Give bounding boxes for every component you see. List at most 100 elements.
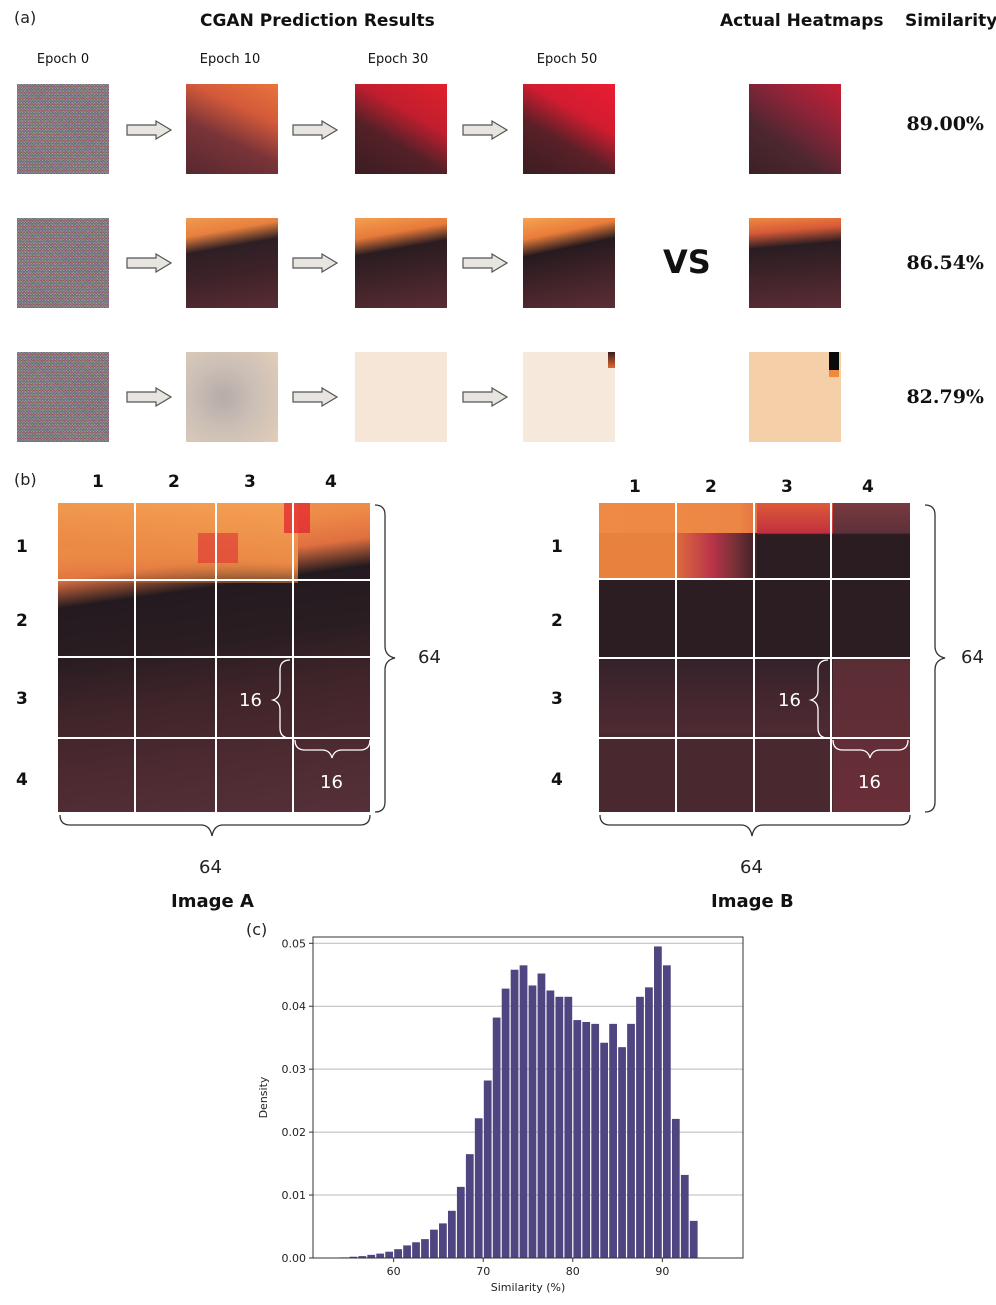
prediction-heatmap-r3-e10 — [186, 352, 278, 442]
histogram-bar — [654, 946, 662, 1258]
histogram-bar — [627, 1023, 635, 1258]
actual-heatmap-row2 — [749, 218, 841, 308]
histogram-bar — [600, 1042, 609, 1258]
histogram-bar — [645, 987, 653, 1258]
image-b-brackets — [808, 504, 946, 813]
histogram-bar — [376, 1253, 385, 1258]
histogram-bar — [680, 1174, 689, 1258]
image-a-bottom-bracket — [59, 814, 371, 837]
histogram-bar — [483, 1080, 492, 1258]
col-label-b-4: 4 — [862, 477, 874, 497]
arrow-icon — [292, 120, 338, 140]
col-label-b-1: 1 — [629, 477, 641, 497]
histogram-bar — [671, 1118, 680, 1258]
image-a-height-label: 64 — [418, 647, 441, 668]
row-label-a-2: 2 — [16, 611, 28, 631]
x-tick-label: 60 — [387, 1265, 401, 1278]
histogram-bar — [564, 996, 573, 1258]
panel-c-label: (c) — [246, 920, 268, 939]
image-a-caption: Image A — [171, 891, 254, 912]
y-tick-label: 0.03 — [282, 1063, 307, 1076]
epoch-label-0: Epoch 0 — [36, 52, 90, 67]
prediction-heatmap-r2-e10 — [186, 218, 278, 308]
histogram-bar — [447, 1210, 456, 1258]
histogram-bar — [555, 996, 564, 1258]
actual-heatmap-row3 — [749, 352, 841, 442]
histogram-bar — [689, 1220, 698, 1258]
image-b-bottom-bracket — [599, 814, 911, 837]
noise-heatmap-row1 — [17, 84, 109, 174]
histogram-bar — [492, 1017, 501, 1258]
histogram-bar — [349, 1256, 358, 1258]
image-b-heatmap — [599, 503, 910, 812]
image-a-block-height-label: 16 — [239, 690, 262, 711]
noise-heatmap-row2 — [17, 218, 109, 308]
histogram-bar — [412, 1242, 420, 1258]
y-tick-label: 0.00 — [282, 1252, 307, 1265]
image-a-width-label: 64 — [199, 857, 222, 878]
histogram-bar — [573, 1020, 582, 1258]
y-tick-label: 0.01 — [282, 1189, 307, 1202]
prediction-heatmap-r1-e10 — [186, 84, 278, 174]
image-a-block-width-label: 16 — [320, 772, 343, 793]
histogram-bar — [618, 1047, 626, 1258]
row-label-b-2: 2 — [551, 611, 563, 631]
histogram-bar — [501, 988, 510, 1258]
histogram-bar — [367, 1254, 376, 1258]
prediction-heatmap-r1-e50 — [523, 84, 615, 174]
arrow-icon — [292, 387, 338, 407]
histogram-bar — [421, 1239, 429, 1258]
actual-heatmap-row1 — [749, 84, 841, 174]
epoch-label-50: Epoch 50 — [536, 52, 598, 67]
histogram-bar — [465, 1154, 474, 1258]
similarity-histogram: 0.00 0.01 0.02 0.03 0.04 0.05 60 70 80 90 Similar… — [257, 936, 744, 1294]
row-label-b-4: 4 — [551, 770, 563, 790]
image-a-brackets — [270, 504, 396, 813]
prediction-heatmap-r3-e30 — [355, 352, 447, 442]
arrow-icon — [126, 120, 172, 140]
histogram-bar — [394, 1249, 402, 1258]
row-label-a-4: 4 — [16, 770, 28, 790]
image-b-height-label: 64 — [961, 647, 984, 668]
image-b-width-label: 64 — [740, 857, 763, 878]
histogram-bar — [537, 973, 546, 1258]
actual-heatmaps-title: Actual Heatmaps — [720, 11, 884, 31]
row-label-a-1: 1 — [16, 537, 28, 557]
panel-b-label: (b) — [14, 470, 37, 489]
image-a-heatmap — [58, 503, 370, 812]
x-tick-label: 70 — [476, 1265, 490, 1278]
col-label-a-2: 2 — [168, 472, 180, 492]
col-label-a-1: 1 — [92, 472, 104, 492]
noise-heatmap-row3 — [17, 352, 109, 442]
col-label-b-2: 2 — [705, 477, 717, 497]
col-label-b-3: 3 — [781, 477, 793, 497]
histogram-bar — [358, 1256, 367, 1258]
histogram-bar — [662, 965, 671, 1258]
histogram-bar — [430, 1229, 438, 1258]
arrow-icon — [462, 120, 508, 140]
row-label-a-3: 3 — [16, 689, 28, 709]
arrow-icon — [462, 387, 508, 407]
histogram-bar — [591, 1023, 600, 1258]
similarity-value-row1: 89.00% — [906, 113, 984, 135]
histogram-bar — [385, 1251, 394, 1258]
x-tick-label: 90 — [655, 1265, 669, 1278]
row-label-b-1: 1 — [551, 537, 563, 557]
similarity-title: Similarity — [905, 11, 996, 31]
histogram-bar — [510, 969, 519, 1258]
image-b-caption: Image B — [711, 891, 794, 912]
histogram-bar — [403, 1245, 411, 1258]
histogram-bar — [528, 985, 537, 1258]
image-b-block-width-label: 16 — [858, 772, 881, 793]
row-label-b-3: 3 — [551, 689, 563, 709]
image-b-block-height-label: 16 — [778, 690, 801, 711]
histogram-bar — [609, 1023, 617, 1258]
y-tick-label: 0.05 — [282, 937, 307, 950]
histogram-bar — [474, 1118, 483, 1258]
y-tick-label: 0.02 — [282, 1126, 307, 1139]
similarity-value-row2: 86.54% — [906, 252, 984, 274]
vs-label: VS — [663, 243, 711, 281]
arrow-icon — [126, 253, 172, 273]
prediction-heatmap-r2-e50 — [523, 218, 615, 308]
prediction-heatmap-r2-e30 — [355, 218, 447, 308]
